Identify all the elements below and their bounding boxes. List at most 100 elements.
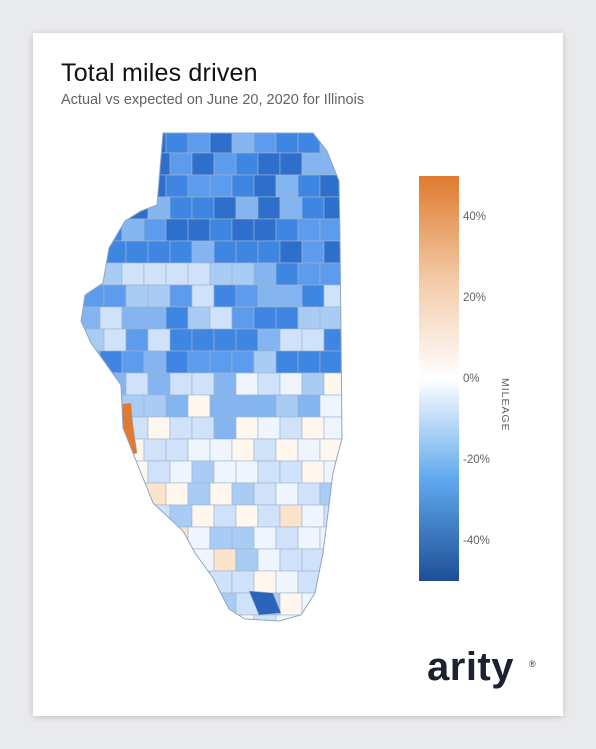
county-region bbox=[121, 350, 145, 374]
county-region bbox=[319, 394, 342, 418]
county-region bbox=[125, 504, 149, 528]
county-region bbox=[319, 526, 342, 550]
county-region bbox=[275, 133, 299, 154]
county-region bbox=[103, 328, 127, 352]
county-region bbox=[81, 240, 105, 264]
county-region bbox=[81, 438, 101, 462]
county-region bbox=[103, 460, 127, 484]
county-region bbox=[191, 460, 215, 484]
county-region bbox=[169, 592, 193, 616]
county-region bbox=[213, 504, 237, 528]
county-region bbox=[81, 504, 105, 528]
county-region bbox=[231, 350, 255, 374]
county-region bbox=[81, 416, 105, 440]
county-region bbox=[143, 438, 167, 462]
county-region bbox=[99, 526, 123, 550]
county-region bbox=[81, 482, 101, 506]
county-region bbox=[143, 614, 167, 621]
county-region bbox=[99, 570, 123, 594]
county-region bbox=[323, 548, 342, 572]
county-region bbox=[143, 306, 167, 330]
county-region bbox=[125, 152, 149, 176]
county-region bbox=[323, 284, 342, 308]
county-region bbox=[191, 240, 215, 264]
county-region bbox=[253, 570, 277, 594]
county-region bbox=[297, 394, 321, 418]
county-region bbox=[143, 394, 167, 418]
county-region bbox=[187, 306, 211, 330]
county-region bbox=[213, 152, 237, 176]
county-region bbox=[323, 372, 342, 396]
county-region bbox=[209, 394, 233, 418]
county-region bbox=[99, 350, 123, 374]
county-region bbox=[121, 262, 145, 286]
infographic-card: Total miles driven Actual vs expected on… bbox=[33, 33, 563, 716]
county-region bbox=[275, 438, 299, 462]
county-region bbox=[81, 174, 101, 198]
county-region bbox=[257, 372, 281, 396]
county-region bbox=[275, 394, 299, 418]
county-region bbox=[103, 548, 127, 572]
county-region bbox=[275, 614, 299, 621]
county-region bbox=[143, 350, 167, 374]
county-region bbox=[297, 438, 321, 462]
county-region bbox=[143, 482, 167, 506]
county-region bbox=[275, 306, 299, 330]
county-region bbox=[297, 350, 321, 374]
county-region bbox=[279, 328, 303, 352]
county-region bbox=[143, 526, 167, 550]
county-region bbox=[235, 152, 259, 176]
illinois-county-map bbox=[80, 132, 343, 622]
county-region bbox=[81, 614, 101, 621]
county-region bbox=[275, 350, 299, 374]
county-region bbox=[213, 372, 237, 396]
county-region bbox=[319, 306, 342, 330]
county-region bbox=[275, 262, 299, 286]
county-region bbox=[169, 284, 193, 308]
county-region bbox=[253, 614, 277, 621]
county-region bbox=[147, 592, 171, 616]
county-region bbox=[209, 306, 233, 330]
county-region bbox=[213, 328, 237, 352]
county-region bbox=[213, 460, 237, 484]
county-region bbox=[253, 394, 277, 418]
county-region bbox=[279, 284, 303, 308]
county-region bbox=[81, 152, 105, 176]
county-region bbox=[319, 614, 342, 621]
county-region bbox=[125, 592, 149, 616]
county-region bbox=[143, 174, 167, 198]
county-region bbox=[147, 548, 171, 572]
county-region bbox=[169, 328, 193, 352]
county-region bbox=[253, 482, 277, 506]
county-region bbox=[213, 240, 237, 264]
county-region bbox=[231, 526, 255, 550]
county-region bbox=[191, 372, 215, 396]
county-region bbox=[319, 133, 342, 154]
county-region bbox=[81, 526, 101, 550]
county-region bbox=[191, 416, 215, 440]
registered-mark: ® bbox=[529, 659, 536, 669]
county-region bbox=[209, 262, 233, 286]
county-region bbox=[169, 504, 193, 528]
county-region bbox=[209, 350, 233, 374]
county-region bbox=[301, 372, 325, 396]
state-outline bbox=[80, 132, 343, 622]
county-region bbox=[187, 438, 211, 462]
county-region bbox=[125, 372, 149, 396]
county-region bbox=[323, 196, 342, 220]
county-region bbox=[209, 438, 233, 462]
county-region bbox=[103, 196, 127, 220]
county-region bbox=[209, 174, 233, 198]
county-region bbox=[301, 416, 325, 440]
county-region bbox=[125, 240, 149, 264]
county-region bbox=[279, 152, 303, 176]
county-region bbox=[323, 592, 342, 616]
county-region bbox=[253, 218, 277, 242]
county-region bbox=[253, 306, 277, 330]
county-region bbox=[301, 152, 325, 176]
county-region bbox=[143, 262, 167, 286]
county-region bbox=[103, 504, 127, 528]
county-region bbox=[319, 350, 342, 374]
county-region bbox=[231, 482, 255, 506]
county-region bbox=[103, 284, 127, 308]
